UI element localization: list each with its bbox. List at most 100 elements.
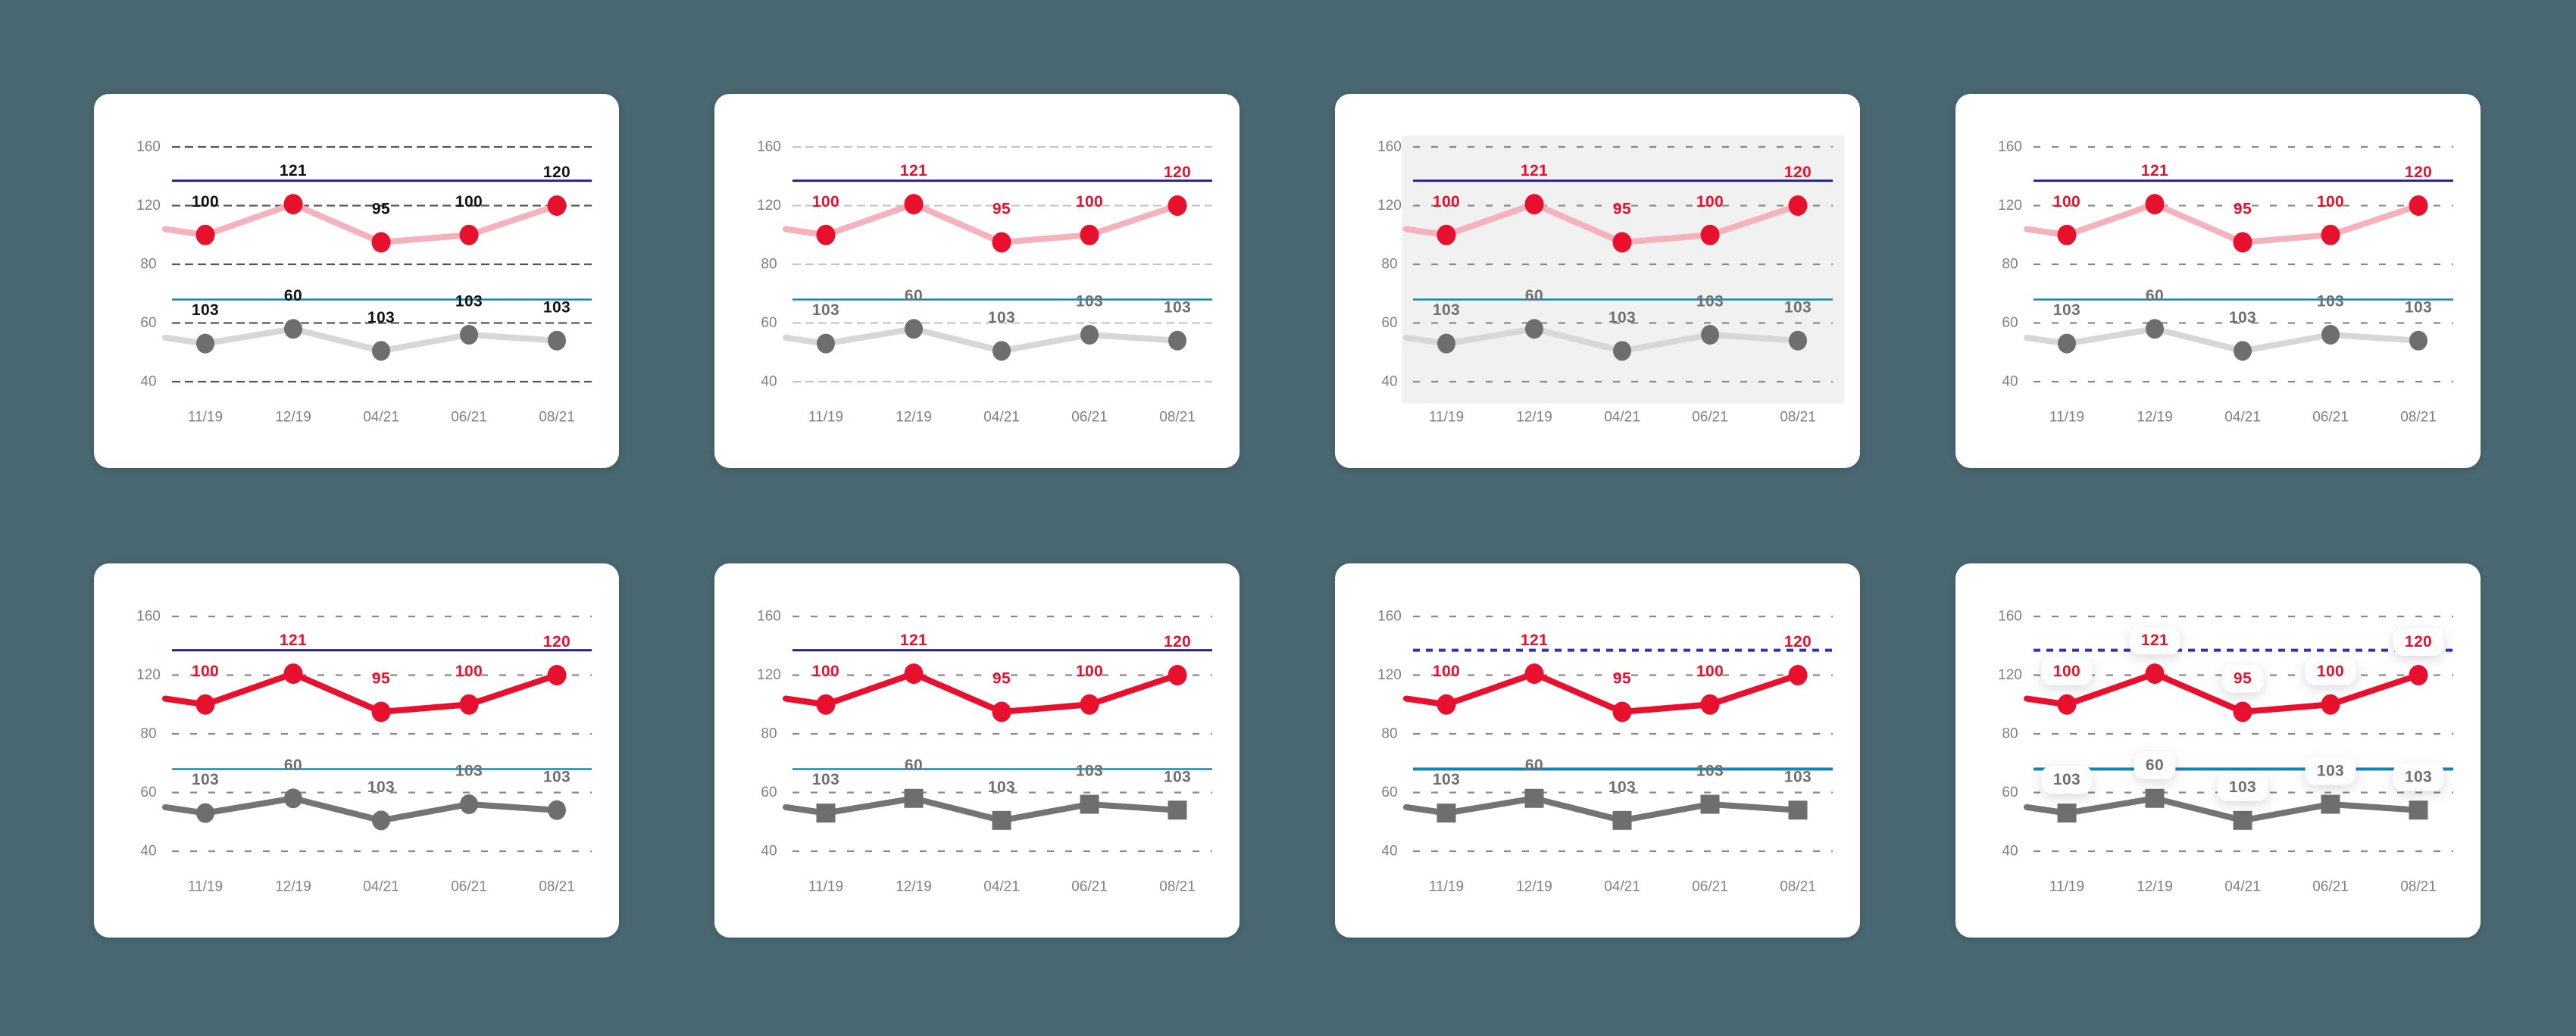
marker-red[interactable] bbox=[2145, 194, 2165, 215]
x-tick-label: 11/19 bbox=[2049, 879, 2084, 895]
x-tick-label: 11/19 bbox=[188, 879, 223, 895]
marker-red[interactable] bbox=[2409, 665, 2428, 685]
marker-gray[interactable] bbox=[905, 319, 923, 339]
marker-red[interactable] bbox=[459, 224, 479, 245]
marker-gray[interactable] bbox=[2233, 810, 2252, 830]
value-label-gray: 103 bbox=[1608, 309, 1636, 326]
marker-gray[interactable] bbox=[1701, 325, 1719, 345]
x-tick-label: 06/21 bbox=[451, 879, 487, 895]
y-tick-label: 80 bbox=[140, 726, 156, 742]
marker-gray[interactable] bbox=[2321, 325, 2340, 345]
marker-red[interactable] bbox=[2057, 694, 2077, 715]
marker-red[interactable] bbox=[195, 224, 215, 245]
marker-gray[interactable] bbox=[2409, 330, 2428, 351]
marker-gray[interactable] bbox=[1080, 794, 1099, 814]
marker-gray[interactable] bbox=[2145, 788, 2165, 808]
value-label-red: 120 bbox=[543, 633, 571, 651]
marker-red[interactable] bbox=[2233, 701, 2252, 722]
marker-gray[interactable] bbox=[1437, 333, 1455, 354]
y-tick-label: 160 bbox=[757, 609, 781, 625]
marker-gray[interactable] bbox=[372, 341, 390, 361]
marker-gray[interactable] bbox=[904, 788, 924, 808]
marker-gray[interactable] bbox=[284, 788, 302, 809]
x-tick-label: 08/21 bbox=[1780, 879, 1816, 895]
marker-red[interactable] bbox=[283, 663, 303, 685]
marker-red[interactable] bbox=[1524, 194, 1544, 215]
marker-red[interactable] bbox=[371, 701, 391, 722]
marker-red[interactable] bbox=[2233, 232, 2252, 253]
marker-gray[interactable] bbox=[196, 333, 214, 354]
marker-red[interactable] bbox=[1788, 195, 1808, 216]
marker-red[interactable] bbox=[1168, 195, 1187, 216]
y-tick-label: 80 bbox=[761, 257, 777, 273]
y-tick-label: 40 bbox=[1381, 374, 1397, 390]
marker-gray[interactable] bbox=[548, 330, 566, 351]
marker-gray[interactable] bbox=[993, 341, 1011, 361]
marker-gray[interactable] bbox=[816, 804, 836, 823]
marker-red[interactable] bbox=[283, 194, 303, 215]
marker-gray[interactable] bbox=[460, 325, 478, 345]
marker-red[interactable] bbox=[904, 663, 924, 685]
marker-red[interactable] bbox=[547, 195, 567, 216]
marker-red[interactable] bbox=[459, 694, 479, 715]
marker-gray[interactable] bbox=[817, 333, 835, 354]
marker-red[interactable] bbox=[992, 701, 1011, 722]
marker-red[interactable] bbox=[1080, 224, 1099, 245]
value-label-red: 100 bbox=[2317, 663, 2344, 680]
marker-gray[interactable] bbox=[460, 794, 478, 814]
marker-gray[interactable] bbox=[1612, 810, 1632, 830]
marker-red[interactable] bbox=[1612, 232, 1632, 253]
marker-red[interactable] bbox=[371, 232, 391, 253]
y-tick-label: 160 bbox=[1377, 609, 1402, 625]
marker-red[interactable] bbox=[547, 665, 567, 685]
marker-gray[interactable] bbox=[1168, 330, 1186, 351]
x-tick-label: 12/19 bbox=[896, 410, 932, 426]
marker-red[interactable] bbox=[2057, 224, 2077, 245]
marker-red[interactable] bbox=[816, 694, 836, 715]
marker-gray[interactable] bbox=[284, 319, 302, 339]
marker-gray[interactable] bbox=[2057, 804, 2077, 823]
marker-red[interactable] bbox=[1788, 665, 1808, 685]
marker-red[interactable] bbox=[2145, 663, 2165, 685]
marker-red[interactable] bbox=[1168, 665, 1187, 685]
y-tick-label: 80 bbox=[1381, 726, 1397, 742]
marker-red[interactable] bbox=[992, 232, 1011, 253]
marker-gray[interactable] bbox=[196, 803, 214, 823]
marker-gray[interactable] bbox=[1613, 341, 1631, 361]
marker-red[interactable] bbox=[1612, 701, 1632, 722]
marker-red[interactable] bbox=[1080, 694, 1099, 715]
marker-red[interactable] bbox=[1524, 663, 1544, 685]
marker-red[interactable] bbox=[1436, 224, 1456, 245]
y-tick-label: 120 bbox=[757, 198, 781, 214]
marker-red[interactable] bbox=[2409, 195, 2428, 216]
marker-red[interactable] bbox=[904, 194, 924, 215]
value-label-gray: 103 bbox=[367, 779, 395, 796]
marker-gray[interactable] bbox=[1080, 325, 1099, 345]
marker-red[interactable] bbox=[2321, 224, 2340, 245]
marker-gray[interactable] bbox=[1788, 800, 1808, 820]
marker-gray[interactable] bbox=[2321, 794, 2340, 814]
marker-red[interactable] bbox=[1700, 694, 1720, 715]
marker-gray[interactable] bbox=[992, 810, 1011, 830]
value-label-gray: 103 bbox=[543, 768, 571, 785]
marker-gray[interactable] bbox=[1700, 794, 1720, 814]
marker-gray[interactable] bbox=[1168, 800, 1187, 820]
marker-gray[interactable] bbox=[1436, 804, 1456, 823]
marker-gray[interactable] bbox=[1789, 330, 1807, 351]
line-chart: 160 120 80 60 40 11/19 12/19 04/21 06/21 08/21 103… bbox=[136, 609, 592, 895]
marker-red[interactable] bbox=[195, 694, 215, 715]
marker-gray[interactable] bbox=[2058, 333, 2076, 354]
marker-gray[interactable] bbox=[2409, 800, 2428, 820]
marker-gray[interactable] bbox=[548, 800, 566, 820]
marker-gray[interactable] bbox=[1525, 319, 1543, 339]
marker-gray[interactable] bbox=[1524, 788, 1544, 808]
marker-red[interactable] bbox=[2321, 694, 2340, 715]
marker-gray[interactable] bbox=[2234, 341, 2252, 361]
marker-gray[interactable] bbox=[2146, 319, 2164, 339]
marker-red[interactable] bbox=[1436, 694, 1456, 715]
y-tick-label: 120 bbox=[136, 198, 161, 214]
value-label-gray: 60 bbox=[1525, 757, 1543, 774]
marker-red[interactable] bbox=[816, 224, 836, 245]
marker-red[interactable] bbox=[1700, 224, 1720, 245]
marker-gray[interactable] bbox=[372, 810, 390, 831]
